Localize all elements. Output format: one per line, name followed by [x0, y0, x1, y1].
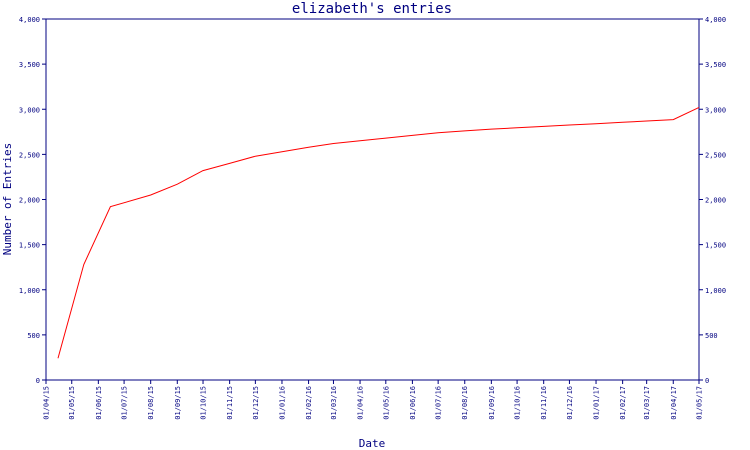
- x-tick-label: 01/04/17: [670, 386, 678, 420]
- x-tick-label: 01/10/16: [514, 386, 522, 420]
- x-tick-label: 01/04/15: [43, 386, 51, 420]
- chart-title: elizabeth's entries: [292, 1, 452, 17]
- y-tick-label-left: 1,000: [19, 287, 40, 295]
- x-tick-label: 01/09/15: [174, 386, 182, 420]
- x-tick-label: 01/09/16: [488, 386, 496, 420]
- x-tick-label: 01/11/15: [226, 386, 234, 420]
- x-axis-label: Date: [359, 437, 386, 450]
- x-tick-label: 01/08/16: [461, 386, 469, 420]
- x-tick-label: 01/08/15: [147, 386, 155, 420]
- x-axis: 01/04/15 01/05/15 01/06/15 01/07/15 01/08/15…: [43, 380, 704, 420]
- x-tick-label: 01/06/15: [95, 386, 103, 420]
- x-tick-label: 01/03/16: [330, 386, 338, 420]
- x-tick-label: 01/11/16: [540, 386, 548, 420]
- y-tick-label-left: 0: [36, 377, 40, 385]
- x-tick-label: 01/10/15: [200, 386, 208, 420]
- x-tick-label: 01/05/15: [68, 386, 76, 420]
- y-axis-label: Number of Entries: [1, 143, 14, 256]
- y-tick-label-left: 3,500: [19, 61, 40, 69]
- x-tick-label: 01/02/17: [619, 386, 627, 420]
- y-tick-label-right: 1,500: [705, 242, 726, 250]
- y-tick-label-left: 1,500: [19, 242, 40, 250]
- y-tick-label-right: 0: [705, 377, 709, 385]
- plot-frame: [45, 18, 700, 381]
- y-tick-label-left: 2,000: [19, 197, 40, 205]
- x-tick-label: 01/04/16: [357, 386, 365, 420]
- x-tick-label: 01/07/15: [121, 386, 129, 420]
- x-tick-label: 01/07/16: [435, 386, 443, 420]
- y-axis-left: 0 500 1,000 1,500 2,000 2,500 3,000 3,500 4,000: [19, 16, 46, 385]
- series-group: [57, 106, 700, 359]
- x-tick-label: 01/12/15: [252, 386, 260, 420]
- series-line: [57, 106, 700, 359]
- y-axis-right: 0 500 1,000 1,500 2,000 2,500 3,000 3,500 4,000: [699, 16, 726, 385]
- x-tick-label: 01/02/16: [305, 386, 313, 420]
- x-tick-label: 01/12/16: [566, 386, 574, 420]
- x-tick-label: 01/01/17: [593, 386, 601, 420]
- y-tick-label-left: 500: [27, 332, 40, 340]
- x-tick-label: 01/05/17: [696, 386, 704, 420]
- y-tick-label-left: 4,000: [19, 16, 40, 24]
- y-tick-label-right: 2,000: [705, 197, 726, 205]
- x-tick-label: 01/03/17: [643, 386, 651, 420]
- y-tick-label-left: 3,000: [19, 106, 40, 114]
- y-tick-label-right: 3,000: [705, 106, 726, 114]
- y-tick-label-right: 4,000: [705, 16, 726, 24]
- x-tick-label: 01/05/16: [382, 386, 390, 420]
- y-tick-label-right: 1,000: [705, 287, 726, 295]
- y-tick-label-right: 3,500: [705, 61, 726, 69]
- x-tick-label: 01/06/16: [409, 386, 417, 420]
- y-tick-label-right: 2,500: [705, 151, 726, 159]
- y-tick-label-right: 500: [705, 332, 718, 340]
- x-tick-label: 01/01/16: [278, 386, 286, 420]
- y-tick-label-left: 2,500: [19, 151, 40, 159]
